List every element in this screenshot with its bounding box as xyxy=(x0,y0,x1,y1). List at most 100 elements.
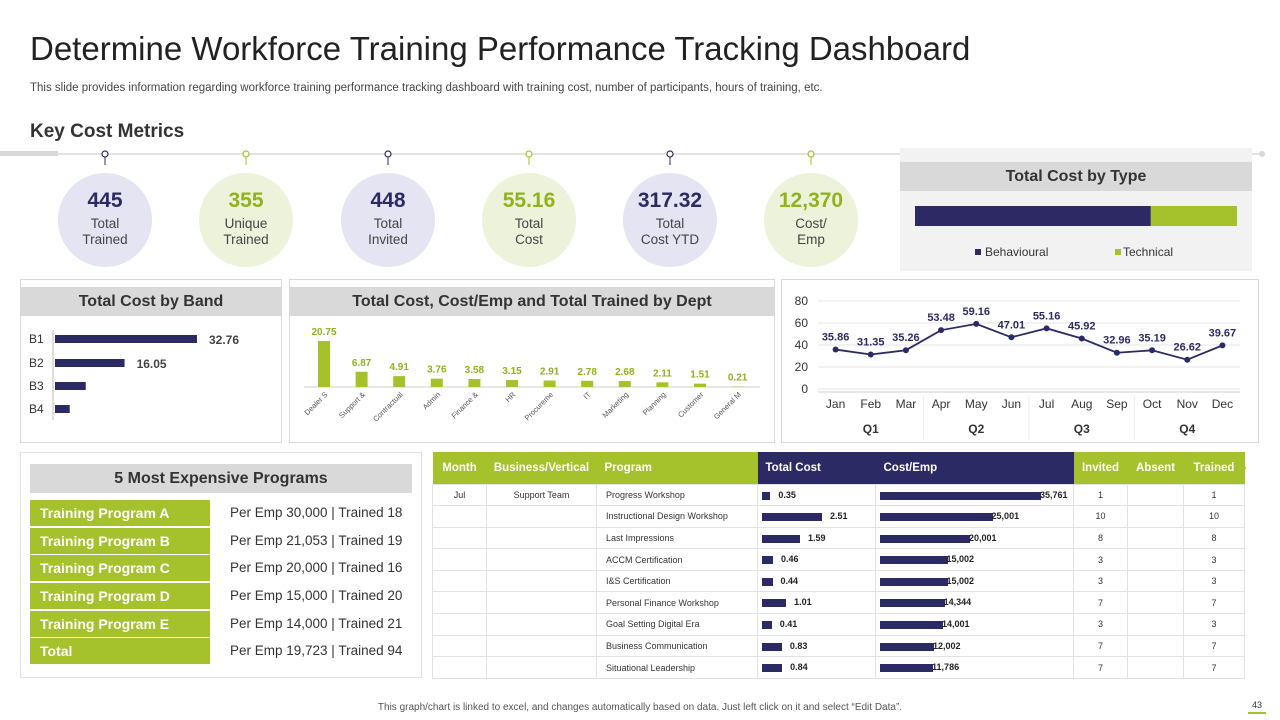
col-program[interactable]: Program xyxy=(596,452,758,484)
trend-point[interactable] xyxy=(938,327,945,334)
cost-by-type-chart[interactable]: Behavioural Technical xyxy=(900,198,1252,268)
cell-invited: 7 xyxy=(1073,656,1128,679)
total-cost-bar[interactable] xyxy=(762,513,822,522)
dept-bar[interactable] xyxy=(318,341,330,387)
dept-value: 2.78 xyxy=(577,367,597,378)
trend-point[interactable] xyxy=(832,346,839,353)
cell-program: Situational Leadership xyxy=(596,656,758,679)
table-row[interactable]: Goal Setting Digital Era 0.41 14,001 3 3 xyxy=(432,613,1245,636)
program-b-detail: Per Emp 21,053 | Trained 19 xyxy=(230,533,403,548)
dept-bar[interactable] xyxy=(506,380,518,387)
cost-emp-bar[interactable] xyxy=(880,621,944,630)
total-cost-bar[interactable] xyxy=(762,621,772,630)
total-cost-bar[interactable] xyxy=(762,599,787,608)
col-total-cost[interactable]: Total Cost xyxy=(757,452,876,484)
dept-bar[interactable] xyxy=(430,378,443,387)
cell-cost-emp: 14,344 xyxy=(875,591,1074,615)
total-cost-value: 2.51 xyxy=(830,511,848,522)
program-e-detail: Per Emp 14,000 | Trained 21 xyxy=(230,616,403,631)
cost-emp-bar[interactable] xyxy=(880,577,948,586)
total-cost-bar[interactable] xyxy=(762,556,773,565)
table-row[interactable]: Last Impressions 1.59 20,001 8 8 xyxy=(432,526,1245,550)
trend-point[interactable] xyxy=(1184,356,1191,363)
cost-emp-bar[interactable] xyxy=(880,491,1041,500)
total-cost-bar[interactable] xyxy=(762,577,773,586)
dept-bar[interactable] xyxy=(618,381,631,387)
trend-point[interactable] xyxy=(867,351,874,358)
total-cost-bar[interactable] xyxy=(762,642,782,651)
dept-bar[interactable] xyxy=(355,371,368,387)
trend-point[interactable] xyxy=(1149,347,1156,354)
dept-bar[interactable] xyxy=(468,379,481,387)
table-row[interactable]: Instructional Design Workshop 2.51 25,001 1… xyxy=(432,505,1245,528)
col-cost-emp[interactable]: Cost/Emp xyxy=(875,452,1074,484)
cost-by-band-panel: Total Cost by Band B1 32.76 B2 16.05 B3 B4 xyxy=(20,279,282,443)
cell-absent xyxy=(1127,569,1184,593)
type-bar-technical[interactable] xyxy=(1150,206,1237,226)
cell-cost-emp: 11,786 xyxy=(875,656,1074,679)
cell-total-cost: 1.01 xyxy=(757,591,876,615)
total-cost-value: 0.83 xyxy=(789,640,808,651)
cost-emp-bar[interactable] xyxy=(880,599,945,608)
cell-trained: 3 xyxy=(1183,569,1245,593)
col-month[interactable]: Month xyxy=(432,452,487,484)
band-bar[interactable] xyxy=(55,359,125,367)
total-cost-bar[interactable] xyxy=(762,534,800,543)
quarter-label: Q4 xyxy=(1179,422,1195,436)
total-cost-bar[interactable] xyxy=(762,664,783,673)
table-row[interactable]: Business Communication 0.83 12,002 7 7 xyxy=(432,634,1245,658)
trend-point[interactable] xyxy=(1078,335,1085,342)
page-subtitle: This slide provides information regardin… xyxy=(30,82,823,94)
col-business[interactable]: Business/Vertical xyxy=(486,452,597,484)
cell-cost-emp: 12,002 xyxy=(875,634,1074,658)
trend-point[interactable] xyxy=(1113,349,1120,356)
dept-bar[interactable] xyxy=(694,383,706,387)
quarter-label: Q3 xyxy=(1074,422,1090,436)
dept-bar[interactable] xyxy=(543,380,556,387)
cost-emp-bar[interactable] xyxy=(880,642,935,651)
monthly-trend-chart[interactable]: 0 20 40 60 80 35.86 Jan 31.35 Feb 35.26 Mar 53.48 A… xyxy=(782,280,1258,442)
trend-point[interactable] xyxy=(1219,342,1226,349)
total-cost-bar[interactable] xyxy=(762,491,771,500)
cell-total-cost: 0.84 xyxy=(757,656,876,679)
cell-month: Jul xyxy=(432,483,487,507)
band-bar[interactable] xyxy=(55,382,86,390)
cost-emp-bar[interactable] xyxy=(880,664,934,673)
cost-by-dept-title: Total Cost, Cost/Emp and Total Trained b… xyxy=(290,287,774,316)
band-bar[interactable] xyxy=(55,405,70,413)
trend-point[interactable] xyxy=(1043,325,1050,332)
dept-bar[interactable] xyxy=(393,376,406,387)
table-row[interactable]: Jul Support Team Progress Workshop 0.35 35,7… xyxy=(432,483,1245,507)
cell-trained: 10 xyxy=(1183,505,1245,528)
metric-label: Total Trained xyxy=(82,216,128,247)
program-e-name: Training Program E xyxy=(30,611,210,637)
table-row[interactable]: ACCM Certification 0.46 15,002 3 3 xyxy=(432,548,1245,571)
band-bar[interactable] xyxy=(55,335,197,343)
trend-point[interactable] xyxy=(902,347,909,354)
program-total-detail: Per Emp 19,723 | Trained 94 xyxy=(230,643,403,658)
cell-cost-emp: 15,002 xyxy=(875,569,1074,593)
col-absent[interactable]: Absent xyxy=(1127,452,1184,484)
cost-by-dept-chart[interactable]: 20.75 Dealer S 6.87 Support & 4.91 Contractua… xyxy=(290,280,774,442)
dept-bar[interactable] xyxy=(581,380,594,387)
trend-point[interactable] xyxy=(1008,334,1015,341)
dept-bar[interactable] xyxy=(656,382,669,387)
cell-absent xyxy=(1127,505,1184,528)
cell-trained: 3 xyxy=(1183,613,1245,636)
type-bar-behavioural[interactable] xyxy=(915,206,1151,226)
col-trained[interactable]: Trained xyxy=(1183,452,1245,484)
col-invited[interactable]: Invited xyxy=(1073,452,1128,484)
cost-emp-bar[interactable] xyxy=(880,556,948,565)
cost-emp-bar[interactable] xyxy=(880,513,993,522)
month-label: Jun xyxy=(1002,397,1021,411)
table-row[interactable]: Personal Finance Workshop 1.01 14,344 7 7 xyxy=(432,591,1245,615)
cell-total-cost: 0.44 xyxy=(757,569,876,593)
table-row[interactable]: I&S Certification 0.44 15,002 3 3 xyxy=(432,569,1245,593)
trend-point[interactable] xyxy=(973,320,980,327)
trend-line[interactable] xyxy=(835,322,1223,361)
cost-emp-bar[interactable] xyxy=(880,534,971,543)
cost-by-band-chart[interactable]: B1 32.76 B2 16.05 B3 B4 xyxy=(21,280,281,440)
metric-total-trained: 445 Total Trained xyxy=(58,173,152,267)
table-row[interactable]: Situational Leadership 0.84 11,786 7 7 xyxy=(432,656,1245,679)
section-title: Key Cost Metrics xyxy=(30,121,185,142)
